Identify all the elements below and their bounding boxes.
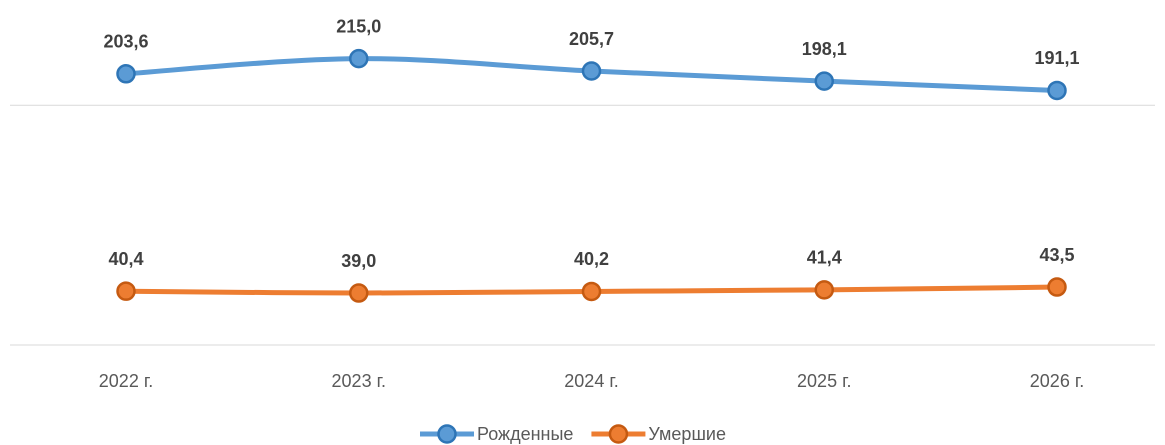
data-point — [1047, 277, 1067, 297]
data-point — [581, 281, 602, 302]
data-point — [349, 283, 369, 303]
data-point — [116, 281, 136, 301]
data-label: 198,1 — [802, 39, 847, 59]
x-tick-label: 2022 г. — [99, 371, 153, 391]
data-point — [116, 64, 136, 84]
x-tick-label: 2023 г. — [332, 371, 386, 391]
legend-label: Умершие — [648, 424, 726, 444]
data-label: 40,4 — [108, 249, 143, 269]
x-tick-label: 2026 г. — [1030, 371, 1084, 391]
legend-marker — [437, 424, 457, 444]
data-label: 39,0 — [341, 251, 376, 271]
data-point — [1047, 80, 1067, 101]
data-label: 191,1 — [1034, 48, 1079, 68]
data-point — [814, 280, 834, 300]
data-label: 205,7 — [569, 29, 614, 49]
data-label: 43,5 — [1039, 245, 1074, 265]
legend-marker — [608, 424, 629, 444]
data-label: 203,6 — [103, 32, 148, 52]
data-point — [814, 71, 834, 91]
data-label: 41,4 — [807, 248, 842, 268]
x-tick-label: 2024 г. — [564, 371, 618, 391]
legend-label: Рожденные — [477, 424, 573, 444]
data-label: 215,0 — [336, 16, 381, 36]
data-label: 40,2 — [574, 249, 609, 269]
data-point — [581, 61, 602, 81]
x-tick-label: 2025 г. — [797, 371, 851, 391]
data-point — [349, 48, 369, 69]
